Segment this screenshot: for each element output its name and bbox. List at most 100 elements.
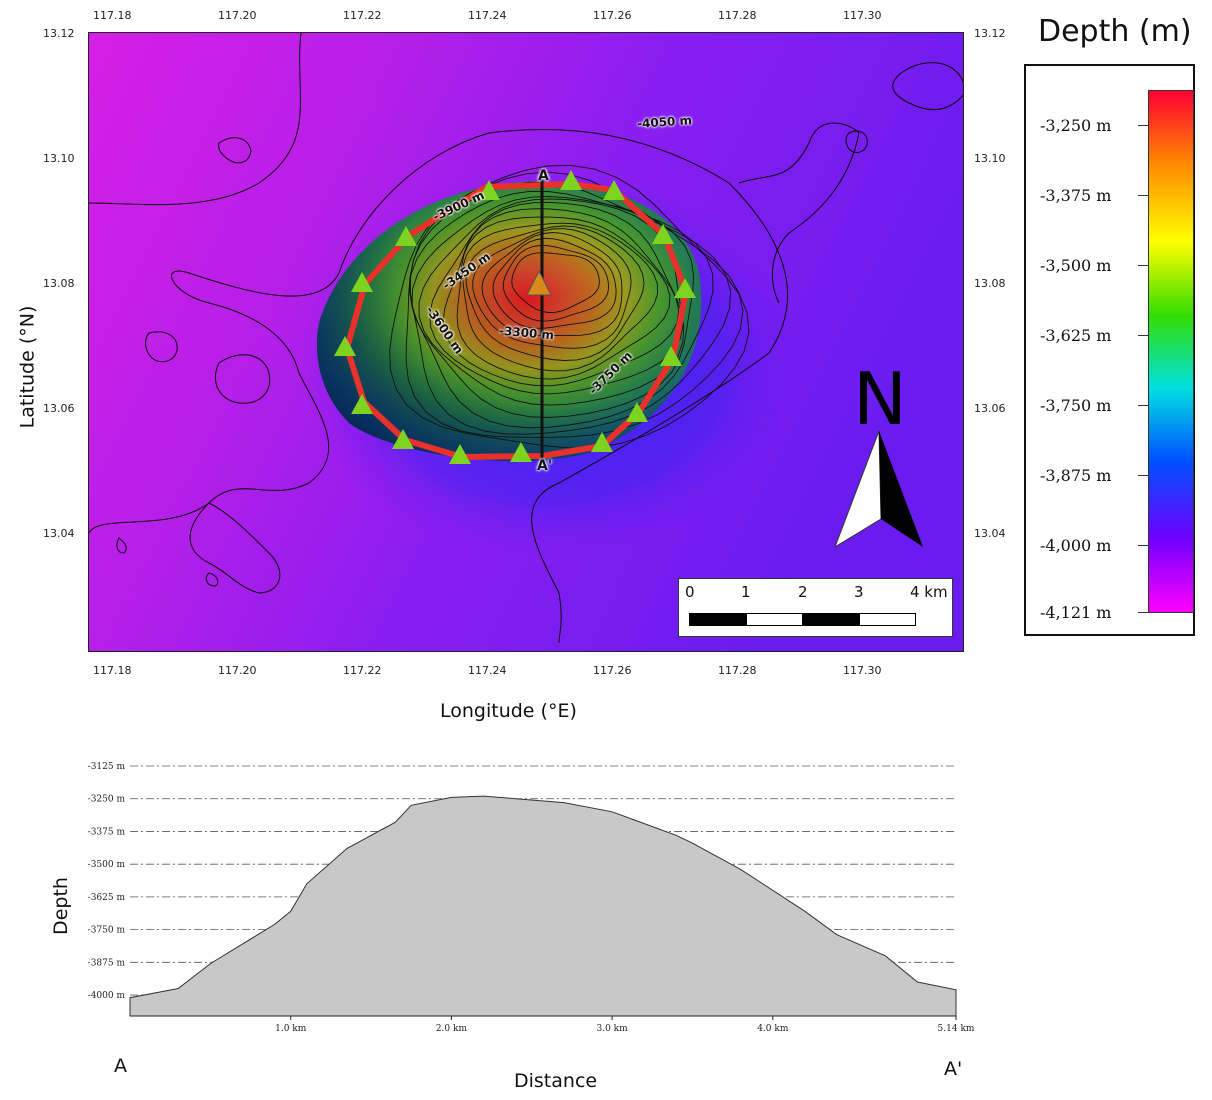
scale-bar: 0 1 2 3 4 km bbox=[678, 578, 953, 637]
ridge-marker-icon bbox=[674, 278, 696, 298]
contour-line bbox=[218, 137, 252, 164]
profile-area bbox=[129, 795, 957, 1017]
map-x-axis-title: Longitude (°E) bbox=[440, 700, 577, 722]
contour-line bbox=[492, 237, 617, 329]
legend-tick bbox=[1138, 405, 1148, 406]
contour-line bbox=[462, 222, 658, 372]
y-tick-label: 13.04 bbox=[974, 527, 1006, 540]
contour-line bbox=[116, 537, 127, 554]
x-tick-label: 117.28 bbox=[718, 9, 757, 22]
north-letter: N bbox=[853, 357, 907, 441]
x-tick-label: 117.24 bbox=[468, 9, 507, 22]
legend-label: -3,750 m bbox=[1040, 396, 1112, 415]
x-tick-label: 117.20 bbox=[218, 9, 257, 22]
y-tick-label: 13.08 bbox=[974, 277, 1006, 290]
y-tick-label: 13.06 bbox=[43, 402, 75, 415]
legend-label: -3,500 m bbox=[1040, 256, 1112, 275]
y-tick-label: 13.08 bbox=[43, 277, 75, 290]
map-canvas bbox=[89, 33, 963, 651]
legend-label: -4,000 m bbox=[1040, 536, 1112, 555]
contour-line bbox=[465, 225, 645, 361]
contour-line bbox=[418, 198, 685, 406]
profile-y-tick-label: -3750 m bbox=[88, 926, 126, 936]
contour-line bbox=[511, 252, 600, 313]
scale-label: 3 bbox=[854, 583, 864, 601]
ridge-marker-icon bbox=[560, 170, 582, 190]
profile-end-label: A' bbox=[944, 1058, 963, 1080]
legend-label: -3,875 m bbox=[1040, 466, 1112, 485]
profile-end-marker: A' bbox=[537, 458, 553, 474]
scale-segment bbox=[859, 613, 916, 626]
profile-y-tick-label: -3375 m bbox=[88, 827, 126, 837]
contour-line bbox=[389, 164, 750, 449]
legend-tick bbox=[1138, 612, 1148, 613]
legend-label: -4,121 m bbox=[1040, 603, 1112, 622]
y-tick-label: 13.12 bbox=[43, 27, 75, 40]
x-tick-label: 117.18 bbox=[93, 9, 132, 22]
contour-line bbox=[89, 132, 490, 534]
profile-y-tick-label: -4000 m bbox=[88, 991, 126, 1001]
ridge-marker-icon bbox=[603, 180, 625, 200]
north-arrow-icon bbox=[835, 431, 923, 548]
y-tick-label: 13.12 bbox=[974, 27, 1006, 40]
scale-segment bbox=[802, 613, 860, 626]
x-tick-label: 117.18 bbox=[93, 664, 132, 677]
contour-line bbox=[738, 122, 860, 184]
legend-tick bbox=[1138, 125, 1148, 126]
legend-label: -3,625 m bbox=[1040, 326, 1112, 345]
x-tick-label: 117.30 bbox=[843, 664, 882, 677]
ridge-marker-icon bbox=[591, 432, 613, 452]
contour-line bbox=[481, 232, 623, 337]
x-tick-label: 117.30 bbox=[843, 9, 882, 22]
x-tick-label: 117.22 bbox=[343, 9, 382, 22]
profile-y-tick-label: -3625 m bbox=[88, 893, 126, 903]
scale-segment bbox=[689, 613, 747, 626]
profile-x-tick-label: 1.0 km bbox=[275, 1024, 307, 1034]
contour-line bbox=[442, 208, 680, 387]
legend-tick bbox=[1138, 195, 1148, 196]
profile-y-tick-label: -3500 m bbox=[88, 860, 126, 870]
ridge-marker-icon bbox=[395, 226, 417, 246]
legend-color-bar bbox=[1148, 90, 1194, 613]
legend-tick bbox=[1138, 475, 1148, 476]
contour-line bbox=[89, 33, 302, 206]
contour-line bbox=[845, 130, 868, 153]
scale-label: 4 km bbox=[910, 583, 948, 601]
scale-label: 2 bbox=[798, 583, 808, 601]
profile-x-tick-label: 4.0 km bbox=[757, 1024, 789, 1034]
summit-marker bbox=[526, 269, 552, 296]
depth-legend: -3,250 m -3,375 m -3,500 m -3,625 m -3,7… bbox=[1024, 64, 1195, 636]
ridge-marker-icon bbox=[351, 272, 373, 292]
seamount-shading bbox=[316, 181, 702, 462]
profile-x-tick-label: 3.0 km bbox=[597, 1024, 629, 1034]
ridge-marker-icon bbox=[334, 336, 356, 356]
legend-label: -3,375 m bbox=[1040, 186, 1112, 205]
ridge-marker-icon bbox=[626, 402, 648, 422]
legend-title: Depth (m) bbox=[1038, 14, 1192, 49]
contour-line bbox=[214, 354, 271, 404]
legend-tick bbox=[1138, 545, 1148, 546]
map-y-axis-title: Latitude (°N) bbox=[16, 305, 39, 429]
x-tick-label: 117.28 bbox=[718, 664, 757, 677]
scale-label: 1 bbox=[741, 583, 751, 601]
ridge-marker-icon bbox=[449, 444, 471, 464]
scale-segment bbox=[746, 613, 803, 626]
contour-line bbox=[488, 129, 789, 644]
seamount-outline bbox=[344, 181, 689, 460]
ridge-marker-icon bbox=[652, 224, 674, 244]
profile-start-label: A bbox=[114, 1055, 127, 1077]
contour-line bbox=[189, 502, 281, 594]
y-tick-label: 13.10 bbox=[43, 152, 75, 165]
contour-line bbox=[456, 216, 671, 380]
scale-label: 0 bbox=[685, 583, 695, 601]
x-tick-label: 117.26 bbox=[593, 664, 632, 677]
x-tick-label: 117.22 bbox=[343, 664, 382, 677]
profile-start-marker: A bbox=[538, 168, 549, 184]
legend-label: -3,250 m bbox=[1040, 116, 1112, 135]
x-tick-label: 117.24 bbox=[468, 664, 507, 677]
depth-profile-chart: -3125 m -3250 m -3375 m -3500 m -3625 m -3750… bbox=[88, 762, 975, 1034]
legend-tick bbox=[1138, 335, 1148, 336]
contour-line bbox=[472, 228, 632, 349]
contour-line bbox=[145, 331, 178, 363]
y-tick-label: 13.04 bbox=[43, 527, 75, 540]
